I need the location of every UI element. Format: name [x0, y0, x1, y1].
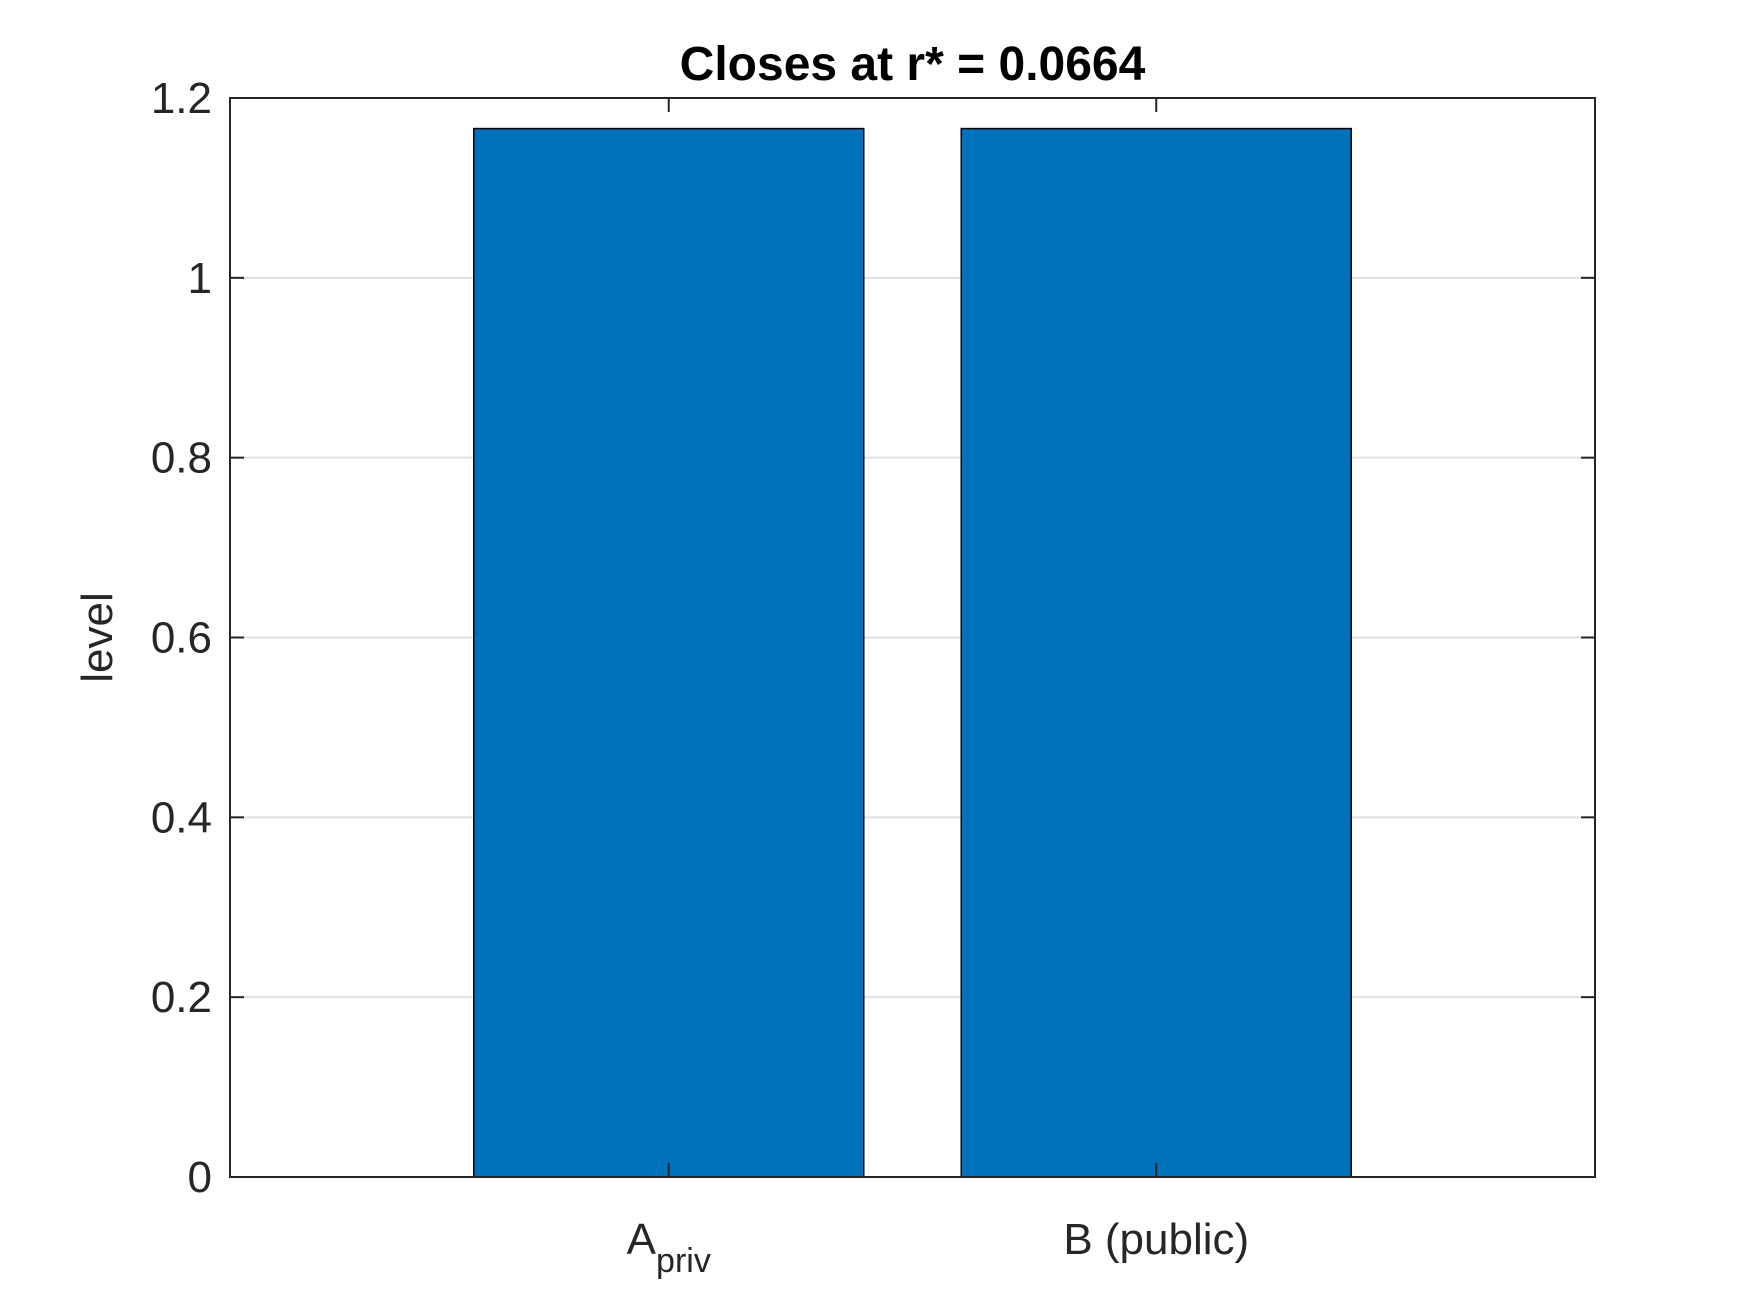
- chart-title: Closes at r* = 0.0664: [680, 38, 1146, 91]
- y-tick-label: 0.8: [151, 434, 212, 483]
- x-tick-label: B (public): [1063, 1215, 1249, 1264]
- y-tick-label: 0.6: [151, 614, 212, 663]
- y-tick-labels: 0 0.2 0.4 0.6 0.8 1 1.2: [151, 74, 212, 1202]
- y-axis-label: level: [73, 592, 122, 683]
- x-tick-label-main: B (public): [1063, 1215, 1249, 1264]
- y-tick-label: 1.2: [151, 74, 212, 123]
- x-tick-label-subscript: priv: [656, 1242, 711, 1280]
- y-tick-label: 1: [188, 254, 212, 303]
- bars: [473, 127, 1352, 1178]
- x-tick-labels: Apriv B (public): [627, 1215, 1250, 1280]
- y-tick-label: 0.4: [151, 793, 212, 842]
- grid-lines: [230, 276, 1595, 999]
- x-tick-label: Apriv: [627, 1215, 711, 1280]
- ticks: [230, 97, 1595, 1178]
- bar: [960, 127, 1352, 1178]
- bar: [473, 127, 865, 1178]
- y-tick-label: 0.2: [151, 973, 212, 1022]
- x-tick-label-main: A: [627, 1215, 657, 1264]
- y-tick-label: 0: [188, 1153, 212, 1202]
